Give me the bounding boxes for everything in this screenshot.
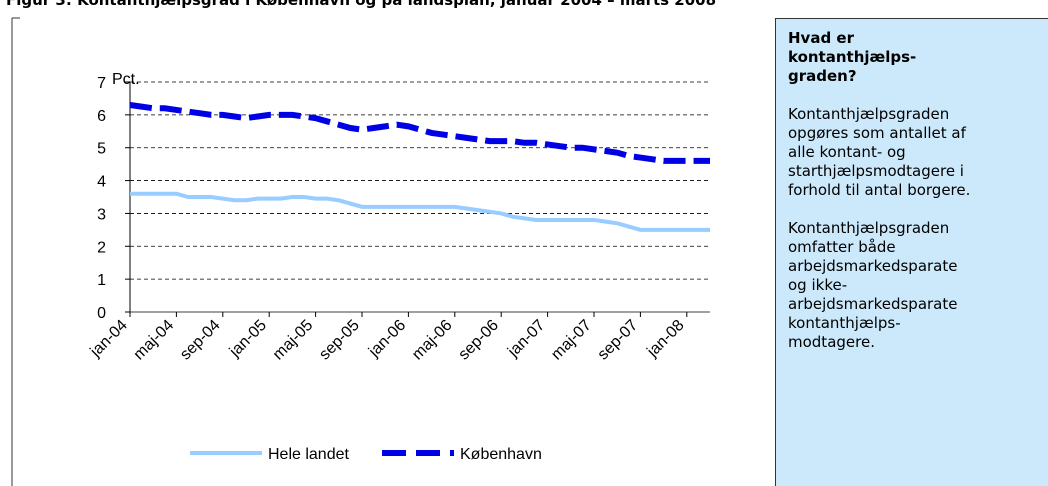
x-tick-label: jan-04 [87,317,131,361]
text-line: Hvad er [788,29,854,47]
y-tick-label: 7 [97,75,106,92]
text-line: forhold til antal borgere. [788,181,971,199]
x-tick-label: jan-06 [365,317,409,361]
y-tick-label: 3 [97,206,106,223]
y-tick-label: 2 [97,239,106,256]
y-axis-label: Pct. [112,71,140,88]
legend-label: København [460,446,542,463]
x-tick-label: sep-05 [316,317,363,364]
text-line: opgøres som antallet af [788,124,966,142]
x-tick-label: sep-04 [177,317,224,364]
text-line: graden? [788,67,857,85]
x-tick-label: jan-08 [643,317,687,361]
series-line [129,102,710,164]
figure-title: Figur 3: Kontanthjælpsgrad i København o… [6,0,717,9]
x-tick-label: maj-04 [131,317,178,364]
x-tick-label: jan-05 [226,317,270,361]
x-tick-label: sep-07 [595,317,642,364]
text-line: Kontanthjælpsgraden [788,219,950,237]
x-tick-label: maj-05 [270,317,317,364]
legend-label: Hele landet [268,446,350,463]
text-line: Kontanthjælpsgraden [788,105,950,123]
text-line: omfatter både [788,238,896,256]
info-paragraph: Kontanthjælpsgraden omfatter både arbejdsm… [788,219,1048,352]
text-line: kontanthjælps- [788,314,901,332]
x-tick-label: maj-06 [409,317,456,364]
info-box: Hvad er kontanthjælps-graden? Kontanthjælp… [775,18,1048,486]
y-tick-label: 4 [97,174,106,191]
info-heading: Hvad er kontanthjælps-graden? [788,29,1048,86]
text-line: arbejdsmarkedsparate [788,295,958,313]
x-tick-label: maj-07 [548,317,595,364]
x-tick-label: jan-07 [504,317,548,361]
y-tick-label: 0 [97,305,106,322]
series-line [130,191,710,232]
y-tick-label: 6 [97,108,106,125]
y-tick-label: 5 [97,141,106,158]
info-paragraph: Kontanthjælpsgraden opgøres som antallet … [788,105,1048,200]
text-line: alle kontant- og [788,143,906,161]
text-line: og ikke- [788,276,848,294]
text-line: arbejdsmarkedsparate [788,257,958,275]
x-tick-label: sep-06 [455,317,502,364]
text-line: starthjælpsmodtagere i [788,162,964,180]
text-line: modtagere. [788,333,875,351]
y-tick-label: 1 [97,272,106,289]
text-line: kontanthjælps- [788,48,917,66]
